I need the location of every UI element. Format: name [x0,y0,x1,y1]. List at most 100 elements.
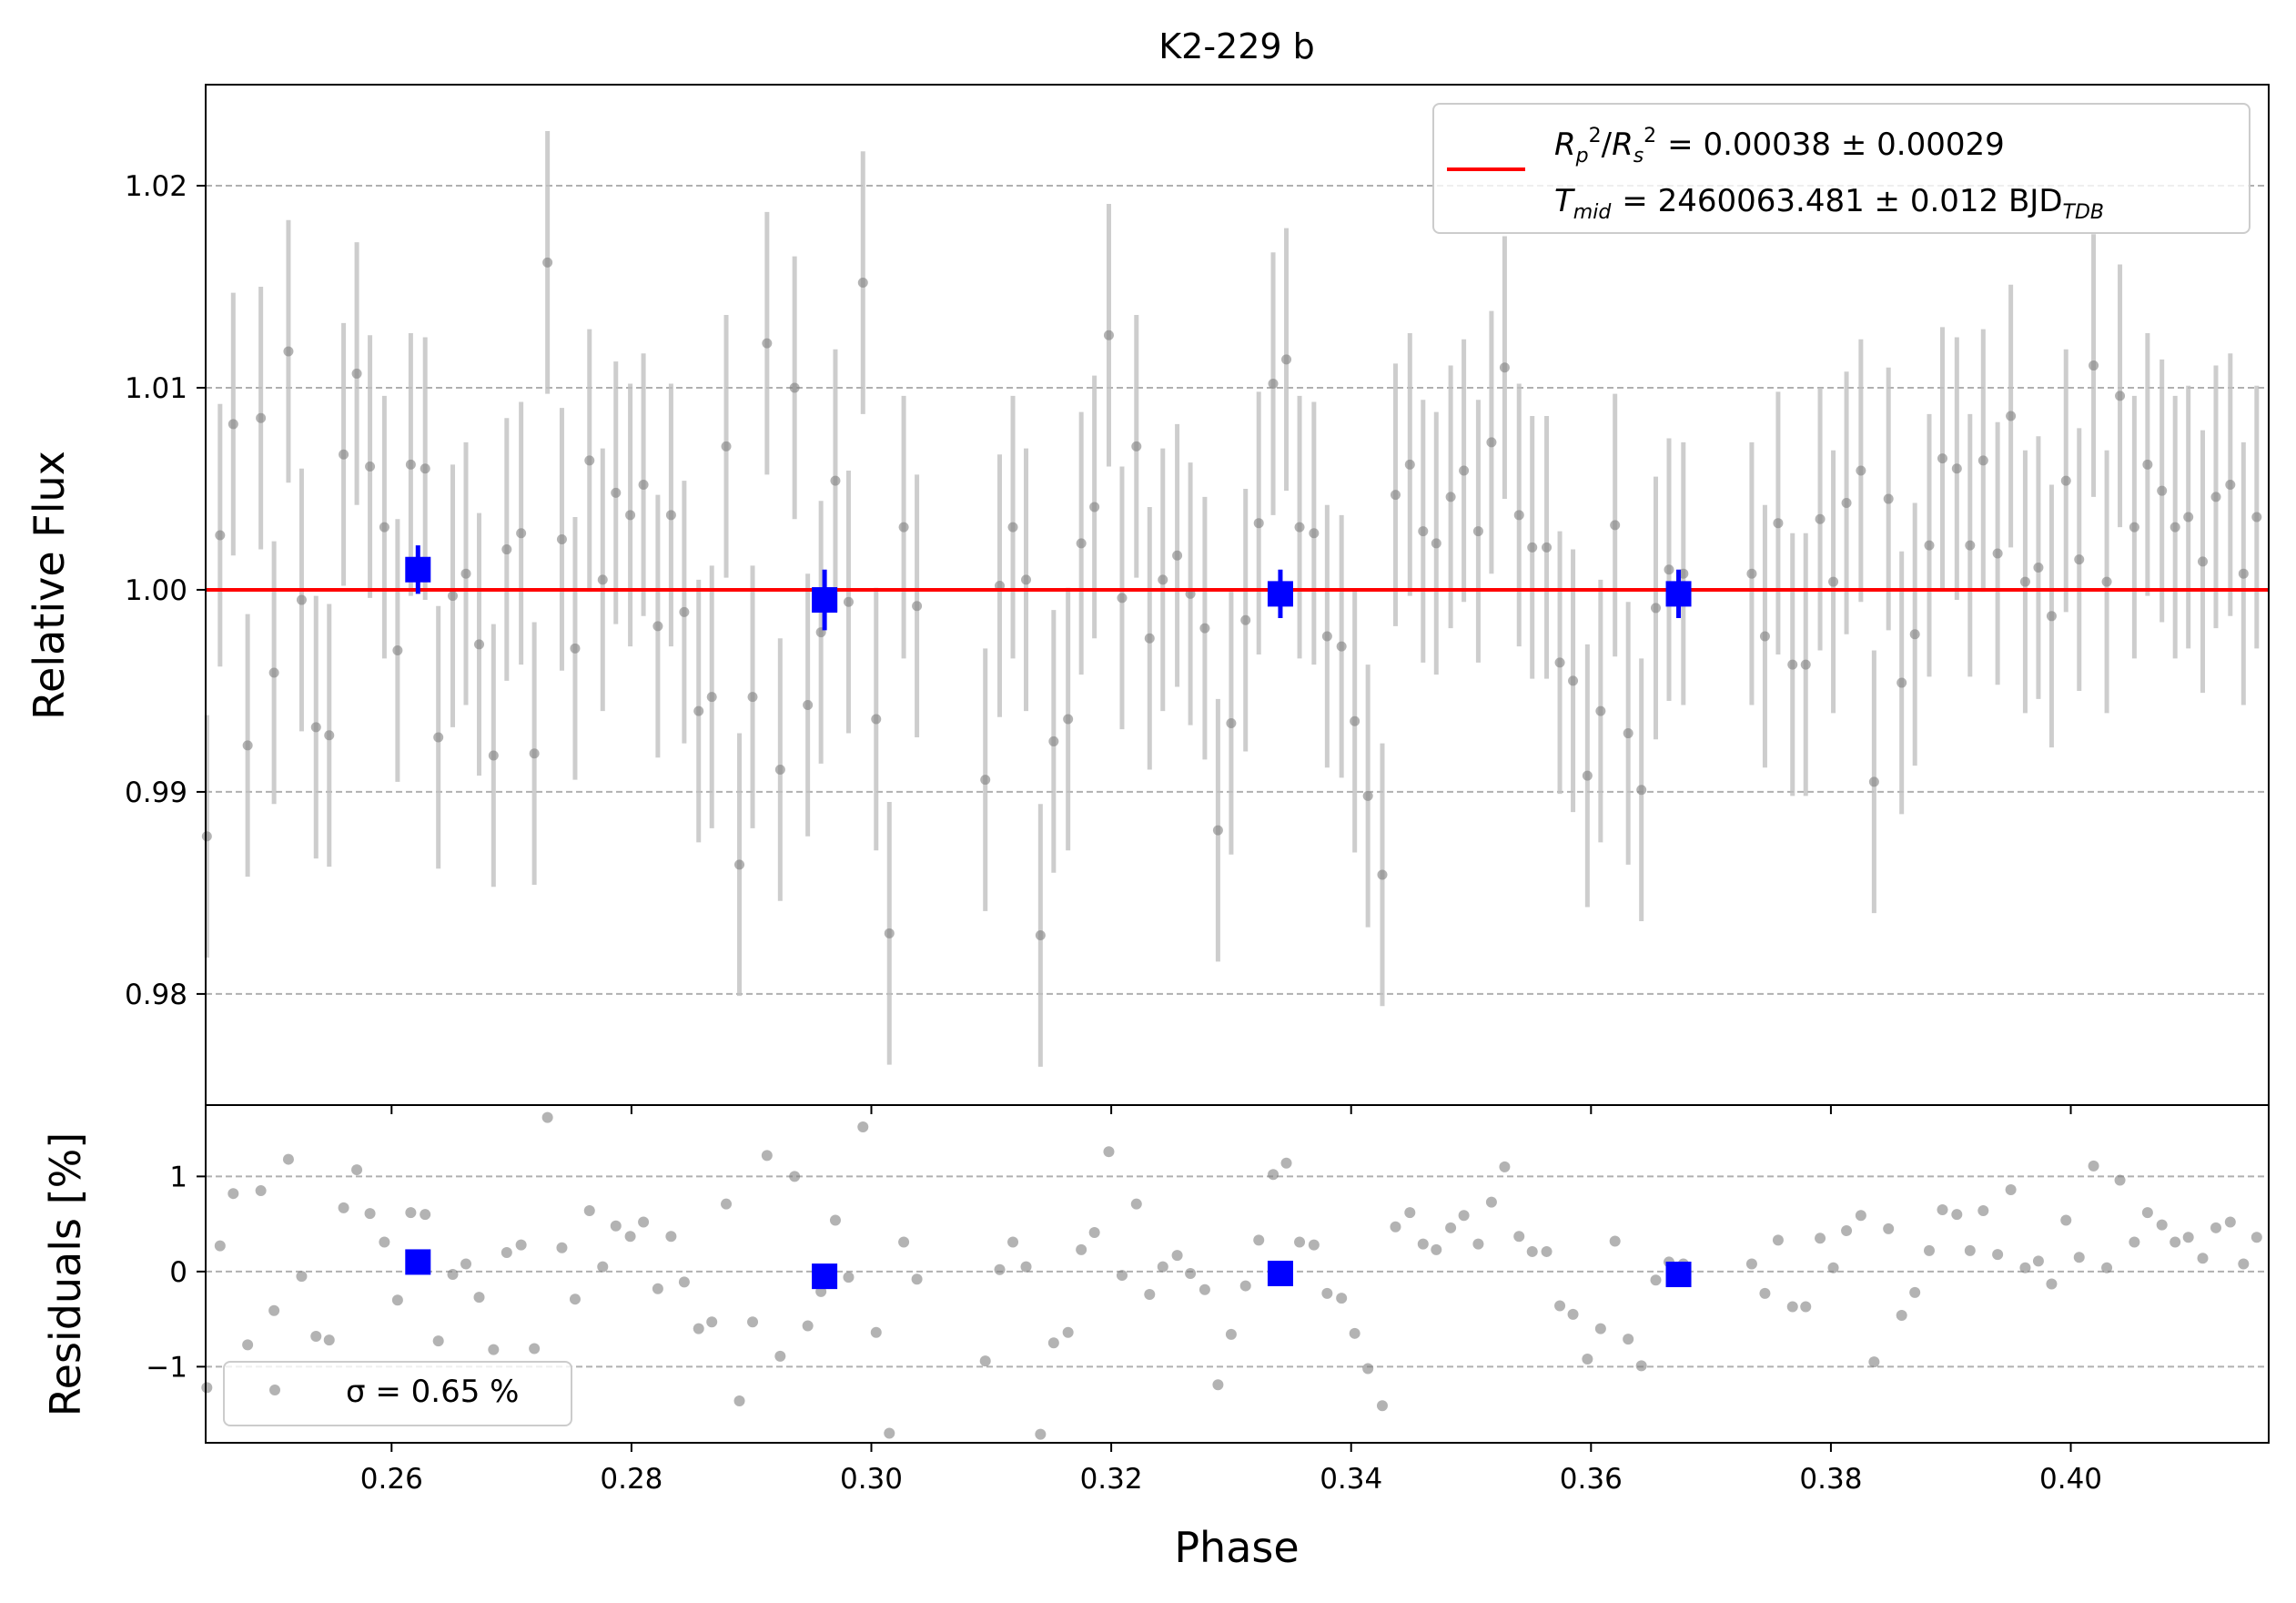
x-tick-label: 0.38 [1799,1463,1862,1496]
main-legend-line2: Tmid = 2460063.481 ± 0.012 BJDTDB [1554,183,2104,224]
x-tick-label: 0.30 [840,1463,903,1496]
binned-residual-point [1267,1260,1293,1286]
chart-title: K2-229 b [1158,26,1315,66]
residual-point [447,1269,459,1281]
residual-point [2073,1252,2085,1263]
residual-point [2238,1258,2250,1270]
residual-point [1951,1209,1963,1221]
residual-point [1321,1287,1333,1299]
residual-point [515,1239,527,1251]
residual-point [583,1205,595,1217]
data-point [1253,518,1264,529]
residual-point [2129,1236,2140,1248]
data-point [625,510,636,521]
binned-point [812,587,838,614]
data-point [1144,633,1155,644]
data-point [774,765,785,776]
residual-point [529,1343,541,1354]
data-point [652,621,663,632]
residual-point [379,1236,390,1248]
data-point [1828,576,1839,587]
data-point [762,338,773,349]
residual-point [2156,1219,2168,1231]
residual-point [1937,1203,1948,1215]
data-point [1309,528,1320,539]
residual-point [843,1272,855,1283]
data-point [2033,563,2044,573]
data-point [405,459,416,470]
data-point [857,278,868,289]
main-y-axis-label: Relative Flux [25,451,74,720]
data-point [1076,538,1087,549]
x-tick-label: 0.26 [360,1463,423,1496]
residual-point [2224,1216,2236,1228]
main-legend-line1: Rp2/Rs2 = 0.00038 ± 0.00029 [1554,125,2005,167]
data-point [1650,603,1661,614]
residual-point [1472,1238,1484,1250]
residual-point [2114,1174,2126,1186]
data-point [1582,770,1593,781]
data-point [1063,714,1074,725]
residual-point [201,1382,213,1394]
residual-point [1609,1235,1621,1247]
residual-point [638,1216,650,1228]
residual-point [2210,1222,2222,1233]
data-point [570,643,581,654]
residual-point [228,1188,239,1200]
residual-point [1868,1356,1880,1368]
data-point [597,574,608,585]
main-y-tick-label: 0.98 [125,979,187,1011]
residual-legend-label: σ = 0.65 % [346,1374,519,1410]
residual-point [979,1355,991,1367]
residual-point [1635,1360,1647,1372]
residual-point [1964,1244,1976,1256]
residual-point [1759,1287,1771,1299]
residual-point [733,1395,745,1407]
residual-point [802,1320,814,1332]
main-y-tick-label: 1.00 [125,574,187,607]
data-point [1977,455,1988,466]
data-point [1800,659,1811,670]
data-point [912,601,923,612]
residual-point [1212,1379,1224,1391]
residual-point [1977,1205,1989,1217]
data-point [2238,568,2249,579]
residual-point [1076,1243,1087,1255]
data-point [2060,475,2071,486]
data-point [1472,526,1483,537]
data-point [1664,564,1674,575]
data-point [2198,556,2209,567]
data-point [283,346,294,357]
data-point [2019,576,2030,587]
residual-point [338,1202,349,1213]
main-legend-box [1432,103,2250,234]
residual-point [242,1339,254,1351]
data-point [542,257,553,268]
data-point [1568,675,1579,686]
data-point [1240,614,1251,625]
data-point [2074,554,2085,565]
data-point [1336,641,1347,652]
data-point [1199,623,1210,634]
data-point [242,740,253,751]
residual-point [1786,1301,1798,1313]
data-point [516,528,527,539]
data-point [584,455,595,466]
data-point [1268,379,1279,390]
residual-point [1827,1262,1839,1273]
residual-point [1526,1245,1538,1257]
data-point [2089,360,2099,371]
data-point [351,368,362,379]
residual-point [789,1171,801,1182]
residual-point [1047,1337,1059,1349]
residual-legend: σ = 0.65 % [223,1361,572,1426]
residual-point [1855,1210,1866,1222]
binned-residual-point [812,1263,838,1290]
data-point [1362,790,1373,801]
residual-point [1582,1354,1593,1365]
data-point [1377,869,1388,880]
data-point [488,750,499,761]
residual-point [1923,1244,1935,1256]
data-point [871,714,882,725]
